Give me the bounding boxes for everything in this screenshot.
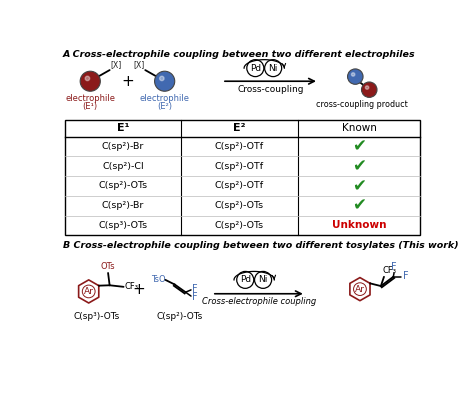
Text: C(sp²)-OTs: C(sp²)-OTs bbox=[99, 181, 148, 190]
Circle shape bbox=[80, 71, 100, 91]
Text: Cross-coupling: Cross-coupling bbox=[237, 85, 304, 94]
Text: A Cross-electrophile coupling between two different electrophiles: A Cross-electrophile coupling between tw… bbox=[63, 50, 416, 59]
Text: Cross-electrophile coupling: Cross-electrophile coupling bbox=[202, 297, 316, 306]
Text: C(sp²)-Cl: C(sp²)-Cl bbox=[102, 162, 144, 171]
Text: Ar: Ar bbox=[355, 285, 365, 294]
Circle shape bbox=[347, 69, 363, 84]
Text: C(sp²)-OTs: C(sp²)-OTs bbox=[156, 312, 202, 321]
Circle shape bbox=[247, 60, 264, 77]
Text: TsO: TsO bbox=[151, 275, 165, 284]
Text: +: + bbox=[133, 282, 146, 297]
Text: Pd: Pd bbox=[240, 275, 251, 284]
Text: [X]: [X] bbox=[133, 60, 145, 69]
Text: C(sp²)-OTf: C(sp²)-OTf bbox=[215, 162, 264, 171]
Text: C(sp²)-OTf: C(sp²)-OTf bbox=[215, 181, 264, 190]
Text: F: F bbox=[192, 292, 197, 302]
Text: E¹: E¹ bbox=[117, 123, 129, 133]
Text: CF₃: CF₃ bbox=[383, 266, 396, 275]
Circle shape bbox=[365, 86, 369, 89]
Text: C(sp³)-OTs: C(sp³)-OTs bbox=[99, 221, 148, 230]
Text: OTs: OTs bbox=[101, 262, 115, 271]
Text: C(sp³)-OTs: C(sp³)-OTs bbox=[73, 312, 119, 321]
Text: C(sp²)-OTs: C(sp²)-OTs bbox=[215, 201, 264, 210]
Text: electrophile: electrophile bbox=[65, 94, 115, 103]
Circle shape bbox=[264, 60, 282, 77]
Text: +: + bbox=[121, 74, 134, 89]
Text: electrophile: electrophile bbox=[140, 94, 190, 103]
Text: F: F bbox=[192, 284, 197, 294]
Text: ✔: ✔ bbox=[352, 177, 366, 195]
Circle shape bbox=[362, 82, 377, 97]
Text: cross-coupling product: cross-coupling product bbox=[316, 100, 407, 109]
Text: B Cross-electrophile coupling between two different tosylates (This work): B Cross-electrophile coupling between tw… bbox=[63, 241, 459, 250]
Circle shape bbox=[351, 73, 355, 76]
Circle shape bbox=[237, 271, 254, 288]
Text: ✔: ✔ bbox=[352, 138, 366, 156]
Text: [X]: [X] bbox=[110, 60, 122, 69]
Text: (E²): (E²) bbox=[157, 102, 172, 111]
Text: C(sp²)-Br: C(sp²)-Br bbox=[102, 201, 144, 210]
Text: Ni: Ni bbox=[268, 64, 278, 73]
Text: C(sp²)-Br: C(sp²)-Br bbox=[102, 142, 144, 151]
Text: C(sp²)-OTf: C(sp²)-OTf bbox=[215, 142, 264, 151]
Text: CF₃: CF₃ bbox=[124, 282, 138, 291]
Text: Unknown: Unknown bbox=[332, 221, 386, 230]
FancyBboxPatch shape bbox=[65, 120, 420, 235]
Text: Ar: Ar bbox=[84, 287, 94, 296]
Text: C(sp²)-OTs: C(sp²)-OTs bbox=[215, 221, 264, 230]
Text: ✔: ✔ bbox=[352, 196, 366, 215]
Circle shape bbox=[160, 76, 164, 81]
Circle shape bbox=[255, 271, 272, 288]
Text: Ni: Ni bbox=[258, 275, 268, 284]
Text: Known: Known bbox=[342, 123, 377, 133]
Text: Pd: Pd bbox=[250, 64, 261, 73]
Text: F: F bbox=[402, 271, 408, 281]
Circle shape bbox=[85, 76, 90, 81]
Text: F: F bbox=[391, 262, 397, 272]
Text: (E¹): (E¹) bbox=[82, 102, 98, 111]
Text: ✔: ✔ bbox=[352, 157, 366, 175]
Text: E²: E² bbox=[233, 123, 246, 133]
Circle shape bbox=[155, 71, 175, 91]
